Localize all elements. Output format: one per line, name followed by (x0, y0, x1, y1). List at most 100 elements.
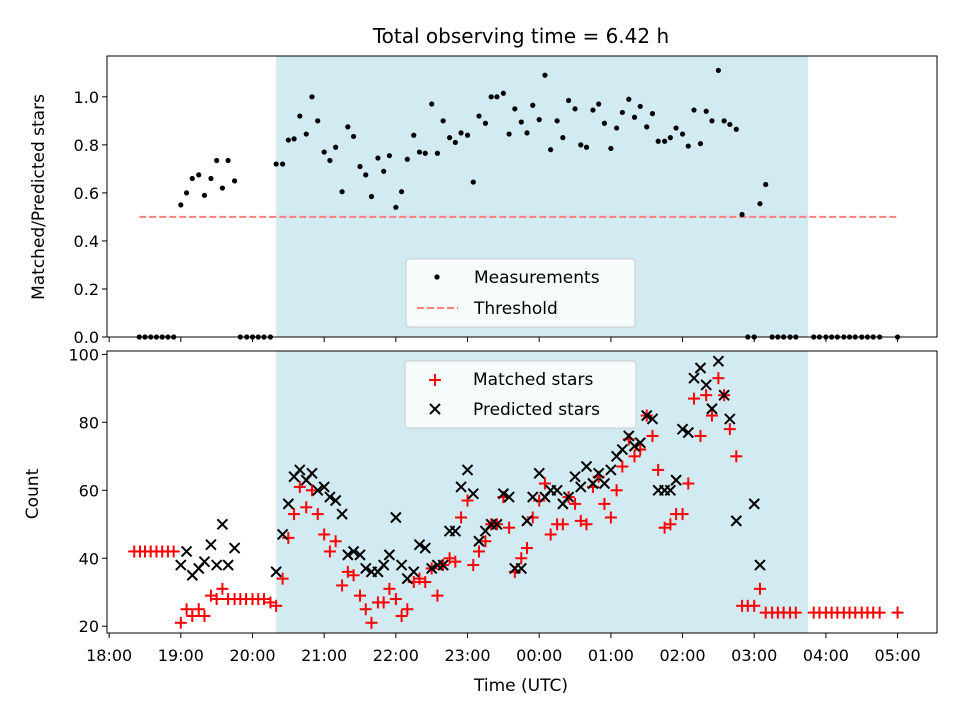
predicted-star-point (312, 484, 324, 497)
predicted-star-point (461, 464, 474, 476)
predicted-star-point (616, 443, 629, 456)
measurement-point (482, 120, 489, 126)
predicted-star-point (497, 487, 510, 500)
measurement-point (548, 147, 554, 153)
matched-star-point (712, 372, 725, 385)
predicted-star-point (748, 498, 760, 510)
matched-star-point (276, 572, 289, 585)
measurement-point (500, 90, 506, 96)
measurement-point (321, 149, 327, 155)
measurement-point (208, 175, 214, 182)
matched-star-point (461, 494, 474, 507)
measurement-point (447, 135, 453, 141)
predicted-star-point (198, 555, 211, 568)
count-x-axis: 18:00 19:00 20:00 21:00 22:00 23:00 00:00 01:00… (86, 633, 921, 665)
predicted-star-point (634, 437, 646, 449)
measurement-point (464, 132, 471, 138)
predicted-star-point (521, 515, 533, 527)
predicted-star-point (641, 409, 653, 422)
predicted-star-point (360, 562, 372, 575)
predicted-star-point (449, 525, 462, 537)
measurement-point (524, 130, 530, 136)
matched-star-point (526, 511, 539, 524)
matched-star-point (616, 460, 629, 473)
measurement-point (757, 201, 763, 207)
measurement-point (470, 179, 476, 185)
measurement-point (368, 193, 375, 200)
predicted-star-point (700, 379, 712, 391)
matched-star-point (646, 429, 659, 442)
matched-star-point (270, 599, 283, 612)
matched-star-point (676, 508, 689, 521)
matched-star-point (347, 569, 360, 582)
predicted-star-point (222, 559, 234, 571)
y-tick-label: 0.4 (74, 232, 99, 251)
y-tick-label: 0.6 (74, 184, 99, 203)
predicted-star-point (587, 477, 599, 490)
predicted-star-point (383, 549, 396, 561)
measurement-point (393, 204, 399, 210)
matched-star-point (538, 477, 551, 490)
measurement-point (494, 94, 500, 100)
count-y-axis: 20 40 60 80 100 (68, 345, 107, 636)
predicted-star-point (623, 430, 635, 442)
measurement-point (327, 157, 333, 164)
ratio-legend-box (405, 258, 636, 328)
count-y-axis-label: Count (23, 468, 43, 519)
x-tick-label: 01:00 (588, 646, 634, 665)
matched-star-point (479, 535, 492, 548)
predicted-star-point (688, 372, 700, 384)
x-tick-label: 20:00 (229, 646, 275, 665)
y-tick-label: 40 (79, 549, 99, 568)
measurement-point (411, 132, 417, 138)
y-tick-label: 80 (79, 413, 99, 432)
measurement-point (452, 139, 458, 146)
predicted-star-point (329, 494, 342, 507)
x-tick-label: 18:00 (86, 646, 132, 665)
matched-star-point (723, 423, 736, 436)
matched-star-point (580, 518, 593, 531)
measurement-point (596, 101, 602, 107)
matched-star-point (503, 521, 516, 534)
measurement-point (626, 96, 632, 102)
matched-star-point (682, 477, 695, 490)
predicted-star-point (467, 487, 479, 500)
measurement-point (273, 161, 279, 167)
measurement-point (614, 125, 620, 131)
predicted-star-point (694, 362, 707, 374)
predicted-star-point (390, 511, 402, 524)
matched-star-point (521, 542, 534, 555)
matched-star-point (186, 610, 199, 623)
count-legend-label-predicted: Predicted stars (473, 400, 600, 420)
y-tick-label: 1.0 (74, 88, 99, 107)
measurement-point (375, 155, 381, 161)
matched-star-point (389, 593, 402, 606)
predicted-star-point (551, 484, 563, 497)
measurement-point (350, 133, 357, 140)
predicted-star-point (419, 542, 431, 554)
ratio-plot-frame (106, 55, 938, 338)
predicted-star-point (205, 538, 217, 551)
measurement-point (333, 144, 339, 150)
matched-star-point (210, 593, 223, 606)
measurement-point (601, 120, 608, 126)
measurement-point (429, 101, 435, 107)
y-tick-label: 0.2 (74, 280, 99, 299)
measurement-point (542, 72, 548, 78)
matched-star-point (318, 528, 331, 541)
predicted-star-point (676, 423, 689, 435)
predicted-star-point (754, 559, 766, 571)
matched-star-point (598, 497, 611, 510)
predicted-star-point (515, 562, 527, 575)
predicted-star-point (503, 491, 515, 503)
y-tick-label: 20 (79, 617, 99, 636)
matched-star-point (455, 511, 468, 524)
count-marks (128, 355, 904, 629)
matched-star-point (730, 450, 743, 463)
measurement-point (345, 124, 351, 130)
predicted-star-point (294, 464, 306, 476)
matched-star-point (472, 545, 485, 558)
matched-star-point (688, 392, 701, 405)
matched-star-point (664, 518, 677, 531)
measurement-point (739, 211, 745, 218)
